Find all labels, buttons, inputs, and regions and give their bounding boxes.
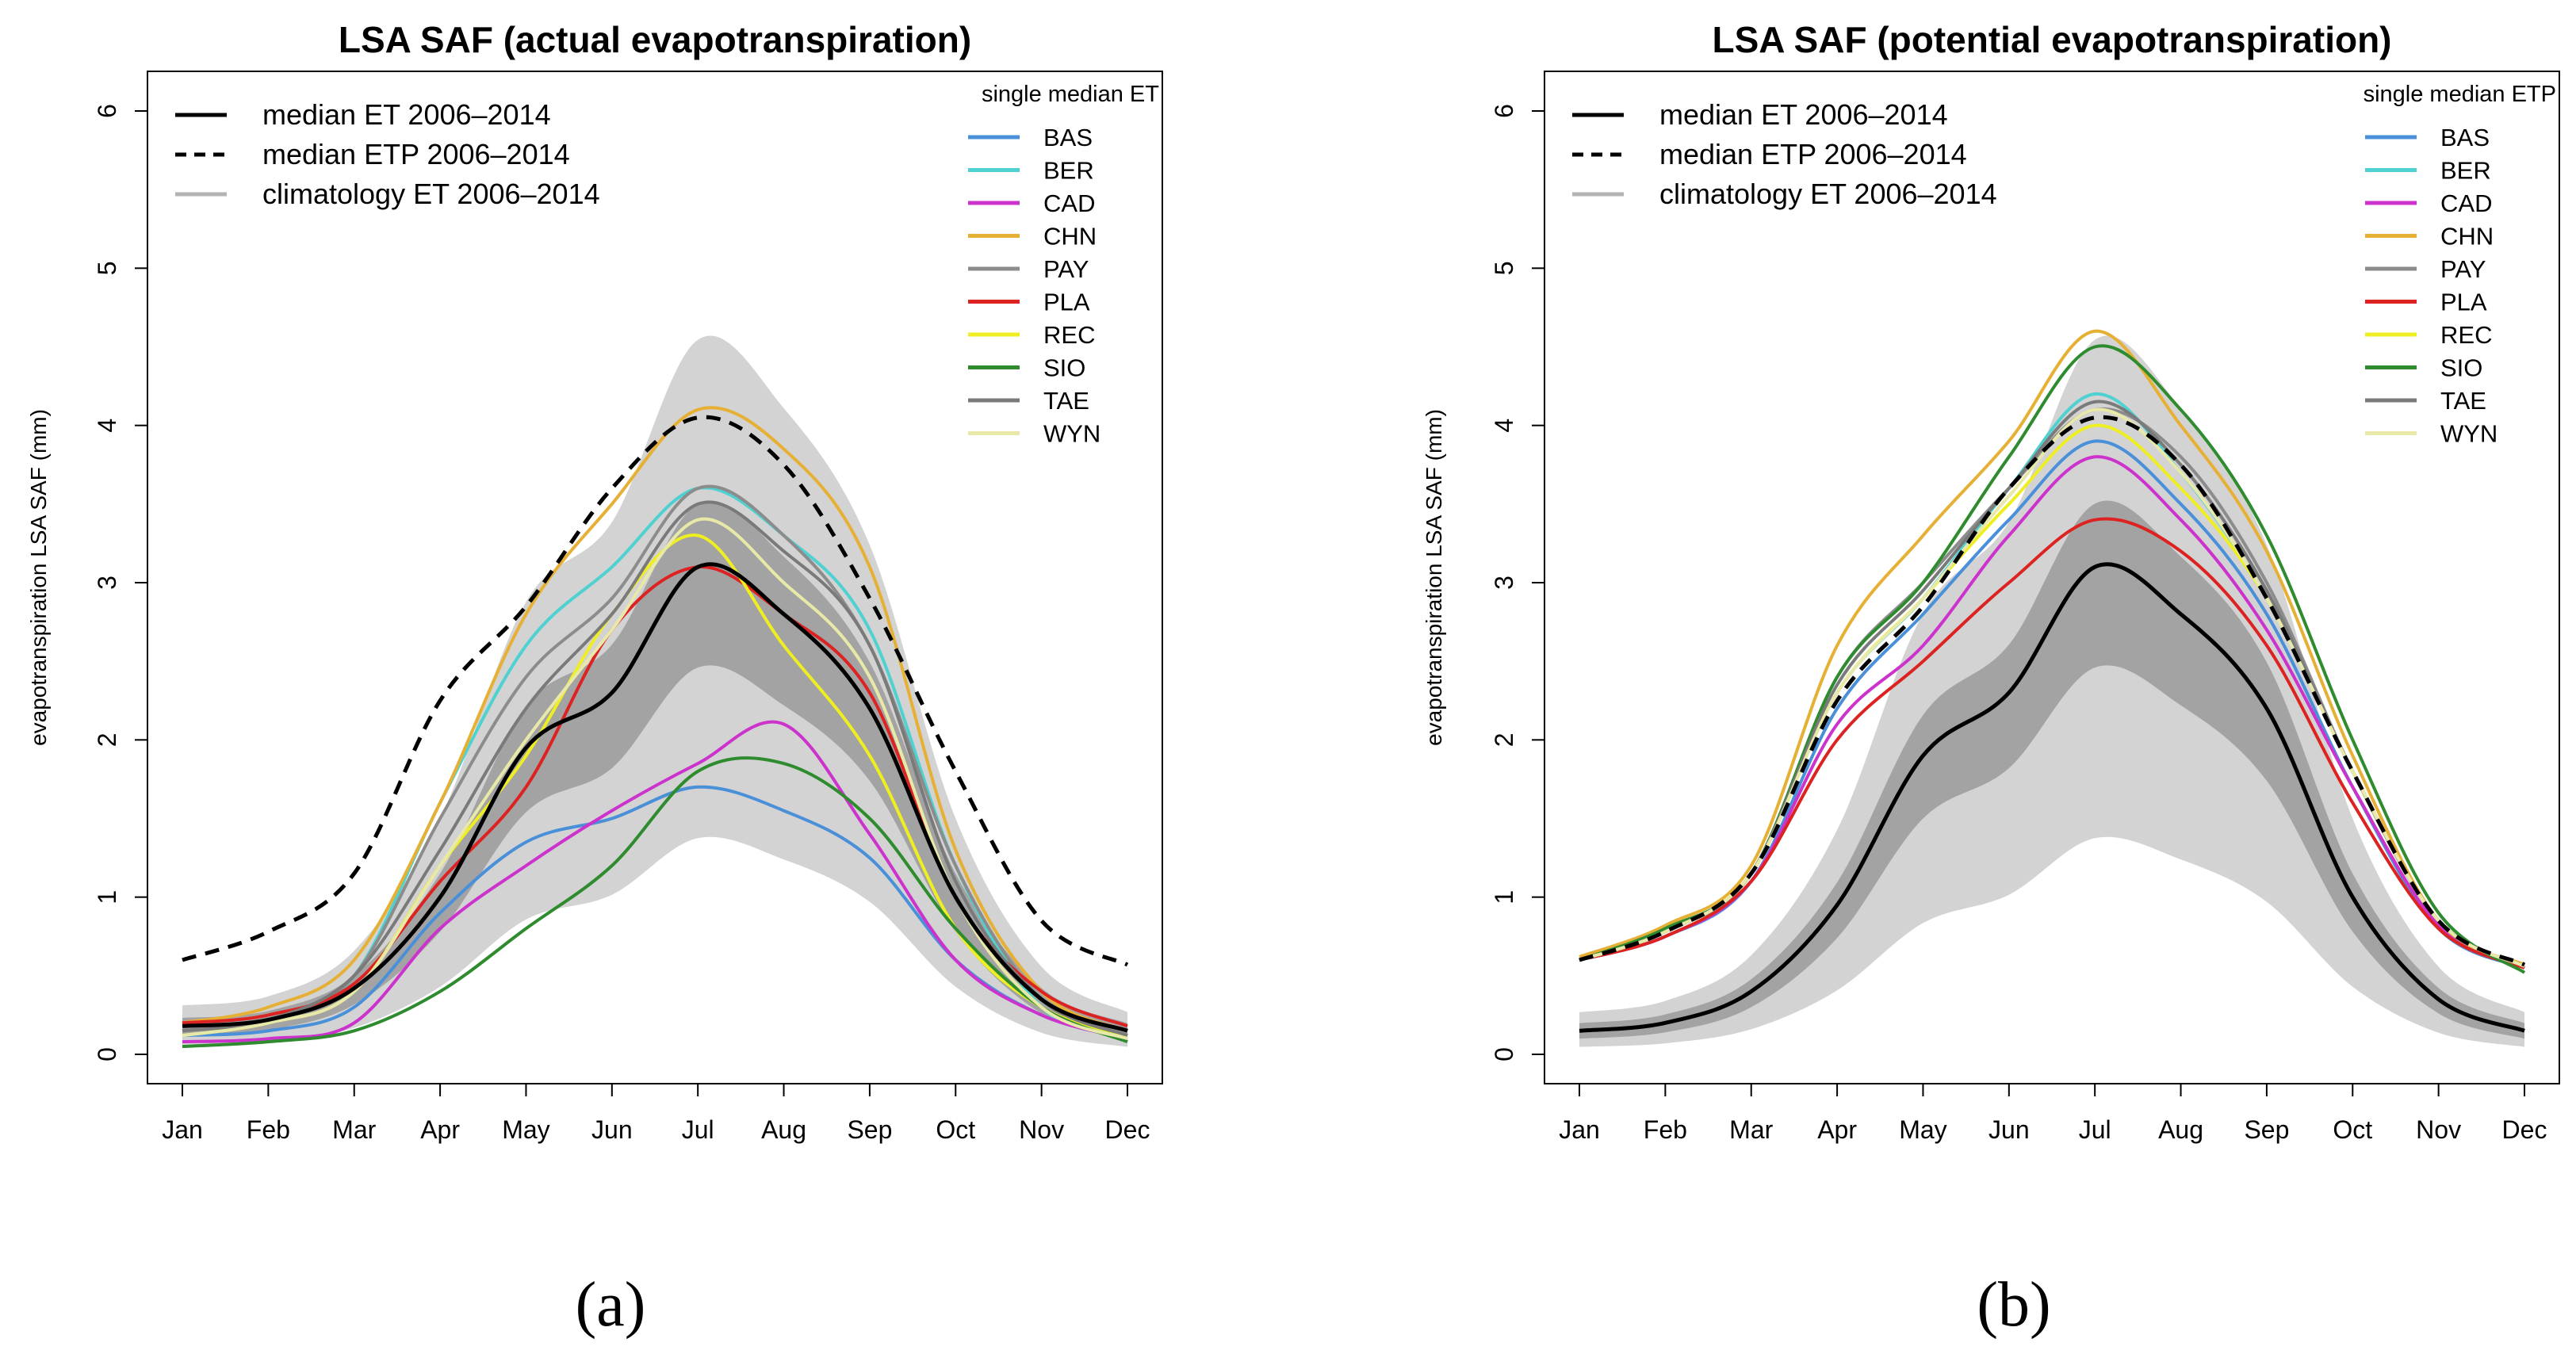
panel-a-series-median-et-2006-2014: [182, 562, 1128, 1033]
panel-a-chart: LSA SAF (actual evapotranspiration) 0 1 2 3 4…: [26, 19, 1163, 1340]
panel-a-title: LSA SAF (actual evapotranspiration): [339, 19, 971, 60]
panel-a-y-tick-label: 4: [93, 419, 121, 433]
panel-b-station-legend-label: REC: [2440, 321, 2492, 349]
panel-b-series-median-etp-2006-2014: [1579, 415, 2526, 967]
panel-a-x-tick-label: Jan: [162, 1115, 203, 1144]
panel-a-x-tick-label: Oct: [936, 1115, 975, 1144]
panel-a-x-tick-label: Feb: [247, 1115, 290, 1144]
panel-a-x-tick-label: Jul: [682, 1115, 714, 1144]
panel-a-x-tick-label: Sep: [847, 1115, 892, 1144]
panel-b-chart: LSA SAF (potential evapotranspiration) 0 1…: [1422, 19, 2560, 1340]
panel-a-y-tick-label: 3: [93, 576, 121, 590]
panel-b-y-tick-label: 6: [1490, 104, 1518, 118]
panel-b-series-pla: [1579, 517, 2525, 970]
panel-b-y-tick-label: 3: [1490, 576, 1518, 590]
panel-b-station-legend-label: CAD: [2440, 189, 2492, 217]
panel-a-station-legend-label: WYN: [1043, 420, 1100, 448]
panel-b-station-legend-label: BAS: [2440, 124, 2490, 151]
panel-a-station-legend-label: PLA: [1043, 289, 1090, 316]
panel-a-x-tick-label: May: [502, 1115, 549, 1144]
panel-b-y-tick-label: 0: [1490, 1047, 1518, 1061]
panel-a-x-tick-label: Jun: [591, 1115, 633, 1144]
panel-a-series-cad: [182, 720, 1128, 1044]
panel-a-legend-label: median ET 2006–2014: [262, 98, 551, 131]
panel-a-y-tick-label: 0: [93, 1047, 121, 1061]
panel-b-x-tick-label: Aug: [2158, 1115, 2203, 1144]
panel-b-station-legend-label: CHN: [2440, 223, 2494, 251]
panel-a-plot-frame: [147, 71, 1163, 1084]
panel-a-y-axis-label: evapotranspiration LSA SAF (mm): [26, 409, 51, 746]
panel-a-x-tick-label: Nov: [1019, 1115, 1064, 1144]
panel-a-station-legend-label: CAD: [1043, 189, 1095, 217]
panel-b-plot-frame: [1544, 71, 2560, 1084]
panel-a-x-tick-label: Apr: [420, 1115, 460, 1144]
panel-b-climatology-inner-band: [1579, 500, 2524, 1039]
panel-b-station-legend-label: PAY: [2440, 255, 2486, 283]
panel-a-series-tae: [182, 500, 1128, 1038]
panel-a-x-tick-label: Dec: [1105, 1115, 1150, 1144]
panel-b-station-legend-label: SIO: [2440, 354, 2482, 382]
panel-b-station-legend-label: PLA: [2440, 289, 2487, 316]
panel-a-station-legend-label: SIO: [1043, 354, 1085, 382]
panel-b-y-tick-label: 5: [1490, 261, 1518, 275]
panel-b-y-tick-label: 2: [1490, 732, 1518, 747]
panel-b-x-tick-label: May: [1899, 1115, 1946, 1144]
panel-a-station-legend-title: single median ET: [982, 82, 1159, 107]
panel-a-x-tick-label: Mar: [332, 1115, 376, 1144]
panel-b-x-tick-label: Sep: [2244, 1115, 2289, 1144]
panel-b-x-tick-label: Apr: [1817, 1115, 1857, 1144]
panel-a-station-legend-label: CHN: [1043, 223, 1097, 251]
panel-b-series-chn: [1579, 329, 2525, 966]
panel-b-x-tick-label: Jun: [1988, 1115, 2030, 1144]
panel-b-x-tick-label: Feb: [1644, 1115, 1687, 1144]
panel-b-station-legend-title: single median ETP: [2364, 82, 2556, 107]
panel-a-series-median-etp-2006-2014: [182, 415, 1129, 967]
panel-a-x-tick-label: Aug: [761, 1115, 806, 1144]
panel-b-legend-label: median ETP 2006–2014: [1659, 138, 1967, 170]
panel-b-x-tick-label: Nov: [2416, 1115, 2461, 1144]
panel-b-station-legend-label: WYN: [2440, 420, 2498, 448]
panel-a-y-tick-label: 1: [93, 890, 121, 905]
panel-b-x-tick-label: Jan: [1559, 1115, 1600, 1144]
panel-b-legend-label: median ET 2006–2014: [1659, 98, 1948, 131]
panel-a-station-legend-label: PAY: [1043, 255, 1089, 283]
panel-a-legend-label: median ETP 2006–2014: [262, 138, 570, 170]
panel-b-x-tick-label: Mar: [1729, 1115, 1773, 1144]
panel-a-series-sio: [182, 756, 1128, 1049]
panel-b-x-tick-label: Oct: [2333, 1115, 2372, 1144]
panel-b-x-tick-label: Jul: [2079, 1115, 2111, 1144]
panel-b-station-legend-label: TAE: [2440, 387, 2486, 415]
panel-a-y-tick-label: 2: [93, 732, 121, 747]
panel-b-y-axis-label: evapotranspiration LSA SAF (mm): [1422, 409, 1446, 746]
panel-a-station-legend-label: BAS: [1043, 124, 1093, 151]
panel-a-y-tick-label: 5: [93, 261, 121, 275]
panel-a-y-tick-label: 6: [93, 104, 121, 118]
panel-b-title: LSA SAF (potential evapotranspiration): [1712, 19, 2391, 60]
panel-a-station-legend-label: BER: [1043, 157, 1094, 185]
panel-a-station-legend-label: REC: [1043, 321, 1095, 349]
panel-b-caption: (b): [1977, 1270, 2050, 1340]
panel-b-series-median-et-2006-2014: [1579, 562, 2525, 1033]
panel-a-caption: (a): [576, 1270, 646, 1340]
panel-b-y-tick-label: 1: [1490, 890, 1518, 905]
panel-a-legend-label: climatology ET 2006–2014: [262, 178, 600, 210]
panel-b-legend-label: climatology ET 2006–2014: [1659, 178, 1997, 210]
panel-a-station-legend-label: TAE: [1043, 387, 1089, 415]
panel-b-y-tick-label: 4: [1490, 419, 1518, 433]
panel-b-station-legend-label: BER: [2440, 157, 2491, 185]
panel-b-x-tick-label: Dec: [2502, 1115, 2547, 1144]
